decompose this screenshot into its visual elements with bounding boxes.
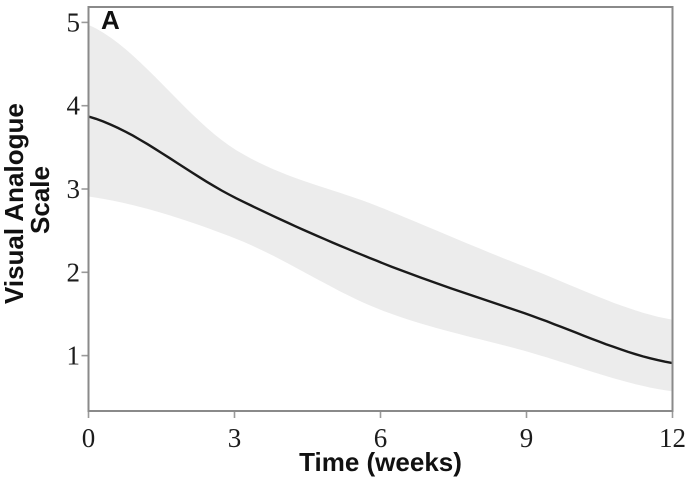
y-tick-label: 1 bbox=[67, 341, 81, 371]
x-tick-label: 12 bbox=[659, 423, 685, 453]
y-tick-label: 5 bbox=[67, 7, 81, 37]
x-axis-title: Time (weeks) bbox=[299, 447, 462, 477]
y-tick-label: 3 bbox=[67, 174, 81, 204]
x-tick-label: 9 bbox=[520, 423, 534, 453]
plot-frame bbox=[87, 6, 674, 412]
mean-line bbox=[88, 115, 673, 365]
y-tick-label: 2 bbox=[67, 257, 81, 287]
y-tick-label: 4 bbox=[67, 91, 81, 121]
x-tick-label: 0 bbox=[82, 423, 96, 453]
y-axis-title-line1: Visual Analogue bbox=[0, 103, 29, 304]
x-tick-label: 3 bbox=[228, 423, 242, 453]
confidence-band bbox=[88, 24, 673, 392]
panel-label: A bbox=[101, 5, 120, 35]
x-tick-label: 6 bbox=[374, 423, 388, 453]
y-axis-title: Visual Analogue Scale bbox=[0, 96, 55, 304]
y-axis-title-line2: Scale bbox=[25, 166, 55, 234]
